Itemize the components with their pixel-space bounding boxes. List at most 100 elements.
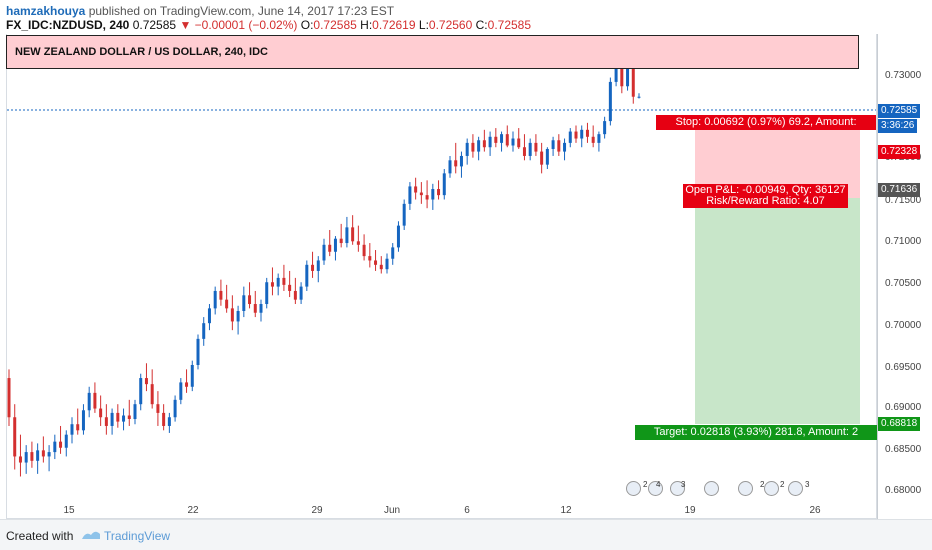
tradingview-brand-link[interactable]: TradingView — [104, 529, 171, 543]
pair-banner[interactable]: NEW ZEALAND DOLLAR / US DOLLAR, 240, IDC — [6, 35, 859, 69]
target-label[interactable]: Target: 0.02818 (3.93%) 281.8, Amount: 2 — [635, 425, 877, 440]
candle-body — [545, 148, 549, 165]
flag-icon[interactable] — [648, 481, 663, 496]
candlestick-plot[interactable] — [7, 34, 877, 519]
candle-body — [64, 434, 68, 448]
candle-body — [419, 192, 423, 196]
pnl-box[interactable]: Open P&L: -0.00949, Qty: 36127 Risk/Rewa… — [683, 184, 848, 208]
flag-icon[interactable] — [788, 481, 803, 496]
candle-body — [116, 412, 120, 422]
time-axis[interactable] — [6, 500, 877, 519]
flag-icon[interactable] — [626, 481, 641, 496]
candle-body — [396, 225, 400, 248]
candle-body — [534, 142, 538, 152]
candle-body — [557, 140, 561, 152]
candle-body — [408, 186, 412, 204]
candle-body — [167, 417, 171, 426]
candle-body — [87, 392, 91, 411]
candle-body — [448, 160, 452, 174]
flag-icon[interactable] — [764, 481, 779, 496]
candle-body — [351, 227, 355, 242]
candle-body — [511, 138, 515, 146]
price-change: ▼ −0.00001 (−0.02%) — [179, 18, 298, 32]
candle-body — [242, 295, 246, 311]
last-price: 0.72585 — [132, 18, 177, 32]
pnl-label: Open P&L: -0.00949, Qty: 36127 — [685, 184, 846, 196]
x-tick: 22 — [187, 505, 199, 516]
candle-body — [465, 142, 469, 156]
stop-label[interactable]: Stop: 0.00692 (0.97%) 69.2, Amount: — [656, 115, 876, 130]
close-value: 0.72585 — [487, 18, 532, 32]
candle-body — [173, 399, 177, 418]
flag-icon[interactable] — [738, 481, 753, 496]
event-count: 3 — [805, 480, 810, 489]
candle-body — [104, 417, 108, 426]
candle-body — [282, 277, 286, 285]
candle-body — [482, 140, 486, 148]
y-tick: 0.68500 — [885, 444, 922, 455]
candle-body — [402, 203, 406, 226]
candle-body — [110, 412, 114, 426]
chart-area[interactable] — [6, 34, 877, 519]
candle-body — [333, 238, 337, 252]
candle-body — [18, 456, 22, 463]
candle-body — [374, 260, 378, 265]
candle-body — [500, 134, 504, 143]
candle-body — [150, 384, 154, 405]
candle-body — [431, 189, 435, 200]
y-tick: 0.70500 — [885, 278, 922, 289]
author-link[interactable]: hamzakhouya — [6, 4, 86, 18]
candle-body — [368, 256, 372, 261]
candle-body — [259, 304, 263, 313]
candle-body — [139, 378, 143, 405]
candle-body — [471, 142, 475, 152]
candle-body — [379, 264, 383, 270]
candle-body — [454, 160, 458, 167]
candle-body — [305, 264, 309, 287]
publish-line: hamzakhouya published on TradingView.com… — [6, 4, 394, 18]
entry-price-tag: 0.71636 — [878, 183, 921, 197]
candle-body — [563, 142, 567, 152]
candle-body — [30, 452, 34, 461]
current-price-tag: 0.72585 — [878, 104, 921, 118]
x-tick: 12 — [560, 505, 572, 516]
candle-body — [36, 450, 40, 461]
candle-body — [391, 247, 395, 259]
x-tick: Jun — [383, 505, 401, 516]
candle-body — [597, 134, 601, 143]
candle-body — [299, 286, 303, 300]
high-value: 0.72619 — [372, 18, 416, 32]
x-tick: 19 — [684, 505, 696, 516]
candle-body — [230, 308, 234, 322]
candle-body — [133, 404, 137, 419]
event-count: 3 — [681, 480, 686, 489]
candle-body — [53, 441, 57, 453]
candle-body — [7, 378, 11, 418]
x-tick: 29 — [311, 505, 323, 516]
published-text: published on TradingView.com, June 14, 2… — [88, 4, 395, 18]
x-tick: 6 — [464, 505, 470, 516]
y-tick: 0.69000 — [885, 402, 922, 413]
candle-body — [293, 290, 297, 300]
target-price-tag: 0.68818 — [878, 417, 921, 431]
flag-icon[interactable] — [704, 481, 719, 496]
candle-body — [522, 147, 526, 156]
stop-price-tag: 0.72328 — [878, 145, 921, 159]
flag-icon[interactable] — [670, 481, 685, 496]
candle-body — [620, 55, 624, 87]
event-count: 2 — [760, 480, 765, 489]
candle-body — [316, 260, 320, 271]
candle-body — [551, 140, 555, 149]
tradingview-logo-icon[interactable] — [80, 528, 102, 547]
candle-body — [591, 136, 595, 143]
candle-body — [185, 382, 189, 387]
x-tick: 15 — [63, 505, 75, 516]
candle-body — [356, 241, 360, 245]
candle-body — [517, 138, 521, 148]
event-count: 4 — [656, 480, 661, 489]
y-tick: 0.68000 — [885, 485, 922, 496]
candle-body — [202, 323, 206, 339]
candle-body — [311, 264, 315, 271]
chart-header: hamzakhouya published on TradingView.com… — [0, 0, 932, 34]
ohlc-line: FX_IDC:NZDUSD, 240 0.72585 ▼ −0.00001 (−… — [6, 18, 531, 32]
